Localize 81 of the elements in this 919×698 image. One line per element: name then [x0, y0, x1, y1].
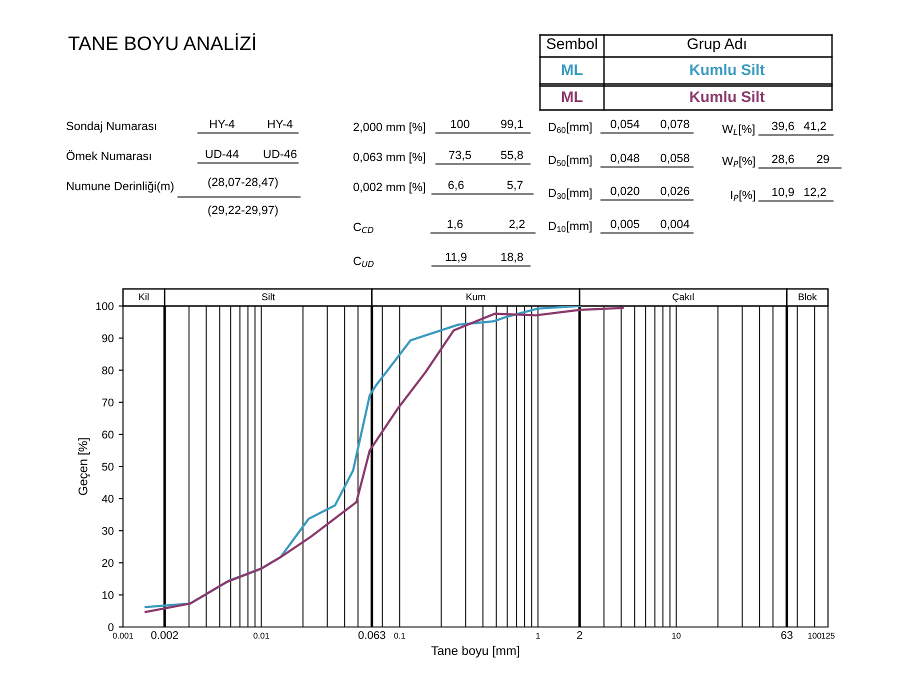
text: 0,005: [610, 220, 640, 230]
text: 55,8: [500, 150, 523, 161]
y-tick-label: 30: [102, 526, 114, 535]
text: HY-4: [210, 120, 235, 128]
text: (29,22-29,97): [208, 205, 278, 216]
text: 73,5: [449, 150, 471, 161]
text: 29: [817, 154, 830, 164]
y-tick-label: 100: [96, 302, 114, 310]
y-tick-label: 80: [102, 366, 114, 374]
text: 0,078: [660, 120, 690, 130]
ref-line-label: 0.002: [151, 631, 178, 640]
text: Grup Adı: [688, 38, 746, 52]
text: 5,7: [507, 180, 523, 191]
text: Kumlu Silt: [690, 64, 765, 76]
text: 0,048: [610, 154, 640, 164]
ref-line-label: 2: [577, 631, 582, 639]
text: 11,9: [446, 252, 466, 263]
text: D$_{50}$[mm]: [548, 155, 592, 166]
y-axis-title: Geçen [%]: [78, 438, 90, 496]
text: 100: [451, 120, 470, 128]
y-tick-label: 0: [108, 623, 114, 632]
text: 41,2: [804, 122, 826, 132]
text: W$_{L}$[%]: [722, 124, 754, 136]
text: C$_{UD}$: [354, 256, 374, 268]
text: C$_{CD}$: [354, 222, 374, 234]
text: 0,026: [660, 186, 690, 197]
text: 12,2: [804, 188, 826, 198]
text: 0,063 mm [%]: [353, 152, 425, 164]
text: 6,6: [448, 180, 464, 191]
text: Çakıl: [672, 293, 694, 302]
text: 18,8: [501, 252, 523, 263]
text: Silt: [262, 293, 275, 300]
y-tick-label: 40: [102, 494, 114, 503]
text: Numune Derinliği(m): [66, 181, 174, 193]
x-tick-label: 0.001: [112, 632, 134, 639]
y-tick-label: 20: [102, 559, 114, 567]
text: Sembol: [546, 38, 597, 50]
text: 28,6: [772, 154, 794, 165]
text: D$_{60}$[mm]: [548, 122, 592, 134]
text: 0,002 mm [%]: [353, 182, 425, 194]
ref-line-label: 63: [781, 631, 793, 640]
text: ML: [562, 64, 583, 75]
text: Kil: [139, 293, 149, 300]
x-tick-label: 0.01: [254, 632, 270, 639]
text: Kum: [466, 293, 486, 300]
x-tick-label: 0.1: [394, 632, 406, 639]
text: ML: [562, 91, 583, 102]
text: 0,054: [610, 120, 640, 130]
text: 2,000 mm [%]: [354, 122, 425, 134]
text: 1,6: [448, 220, 463, 230]
y-tick-label: 60: [102, 430, 114, 439]
text: D$_{30}$[mm]: [548, 188, 592, 200]
text: 99,1: [501, 120, 523, 130]
chart-title: TANE BOYU ANALİZİ: [68, 33, 255, 50]
text: UD-44: [206, 150, 239, 158]
ref-line-label: 0.063: [358, 631, 386, 640]
y-tick-label: 90: [102, 334, 114, 342]
x-tick-label: 125: [822, 632, 835, 639]
y-tick-label: 70: [102, 398, 114, 406]
x-tick-label: 10: [672, 632, 681, 639]
text: UD-46: [264, 150, 297, 158]
text: 0,020: [610, 186, 640, 197]
text: Blok: [798, 293, 817, 300]
text: D$_{10}$[mm]: [548, 221, 592, 232]
y-tick-label: 50: [102, 462, 114, 471]
text: 10,9: [772, 188, 794, 198]
text: Ömek Numarası: [66, 150, 151, 160]
text: (28,07-28,47): [208, 178, 278, 188]
text: Sondaj Numarası: [66, 122, 156, 132]
text: I$_{P}$[%]: [731, 190, 755, 202]
text: HY-4: [268, 120, 293, 128]
text: 2,2: [509, 220, 525, 230]
x-tick-label: 1: [536, 632, 540, 639]
x-axis-title: Tane boyu [mm]: [431, 646, 520, 658]
x-tick-label: 100: [808, 632, 822, 639]
text: 39,6: [772, 122, 794, 132]
text: 0,058: [660, 154, 690, 164]
y-tick-label: 10: [102, 591, 114, 600]
text: W$_{P}$[%]: [722, 156, 755, 168]
text: Kumlu Silt: [690, 90, 765, 102]
text: 0,004: [660, 220, 690, 230]
